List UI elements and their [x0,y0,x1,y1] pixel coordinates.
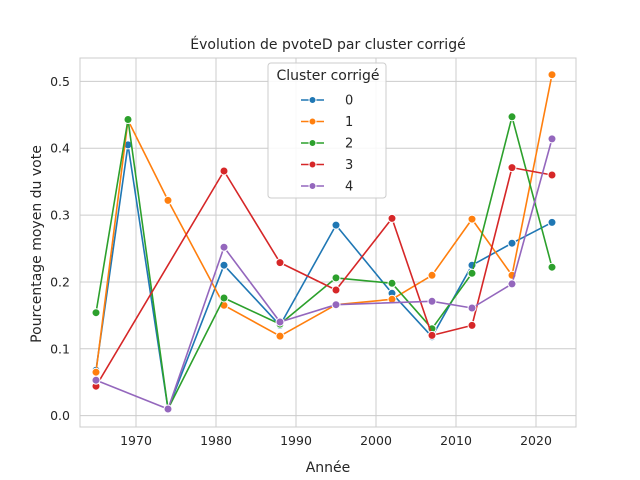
data-point-1 [467,214,477,224]
data-point-3 [219,166,229,176]
data-point-2 [467,268,477,278]
data-point-3 [547,170,557,180]
data-point-2 [123,115,133,124]
data-point-4 [163,404,173,414]
legend-marker-4 [308,182,317,190]
x-axis-label: Année [306,460,351,476]
data-point-4 [547,134,557,144]
data-point-3 [387,213,397,223]
data-point-4 [275,317,285,327]
data-point-4 [507,279,517,289]
legend-marker-2 [308,139,317,147]
data-point-3 [427,330,437,340]
data-point-1 [547,70,557,80]
x-tick-label: 1970 [120,433,152,448]
data-point-2 [507,112,517,122]
y-tick-label: 0.1 [50,341,70,356]
legend-box [267,62,387,199]
legend-label-0: 0 [345,94,353,109]
y-axis-label: Pourcentage moyen du vote [29,145,45,343]
data-point-0 [547,217,557,227]
data-point-2 [331,273,341,283]
legend-label-1: 1 [345,115,353,130]
x-tick-label: 2000 [360,433,392,448]
data-point-2 [91,308,101,318]
data-point-1 [91,367,101,377]
x-tick-label: 1990 [280,433,312,448]
y-tick-label: 0.2 [50,274,70,289]
legend-title: Cluster corrigé [276,68,379,84]
series-group [91,70,557,414]
data-point-1 [163,195,173,205]
data-point-0 [331,220,341,230]
data-point-3 [467,320,477,330]
data-point-3 [275,258,285,268]
legend-items: 0 1 2 3 4 [301,94,353,195]
chart-title: Évolution de pvoteD par cluster corrigé [190,36,465,53]
x-tick-label: 1980 [200,433,232,448]
data-point-2 [547,262,557,272]
data-point-4 [427,296,437,306]
data-point-2 [387,278,397,288]
data-point-1 [427,270,437,280]
data-point-4 [331,300,341,310]
y-tick-label: 0.4 [50,141,70,156]
data-point-3 [507,163,517,173]
legend: Cluster corrigé 0 1 2 3 4 [267,62,387,199]
ticks: 1970 1980 1990 2000 2010 2020 0.0 0.1 0.2 0.3 0.4 0… [50,74,552,448]
data-point-0 [507,238,517,248]
data-point-0 [219,260,229,270]
y-tick-label: 0.0 [50,408,70,423]
legend-label-2: 2 [345,137,353,152]
y-tick-label: 0.3 [50,208,70,223]
legend-marker-1 [308,117,317,126]
data-point-2 [219,293,229,303]
data-point-4 [91,375,101,385]
x-tick-label: 2020 [520,433,552,448]
data-point-4 [219,242,229,252]
data-point-4 [467,303,477,313]
plot-frame [79,57,577,428]
legend-marker-0 [308,96,317,104]
legend-label-4: 4 [345,180,353,195]
legend-marker-3 [308,160,317,169]
data-point-3 [331,285,341,295]
y-tick-label: 0.5 [50,74,70,89]
data-point-1 [275,331,285,341]
x-tick-label: 2010 [440,433,472,448]
legend-label-3: 3 [345,158,353,173]
